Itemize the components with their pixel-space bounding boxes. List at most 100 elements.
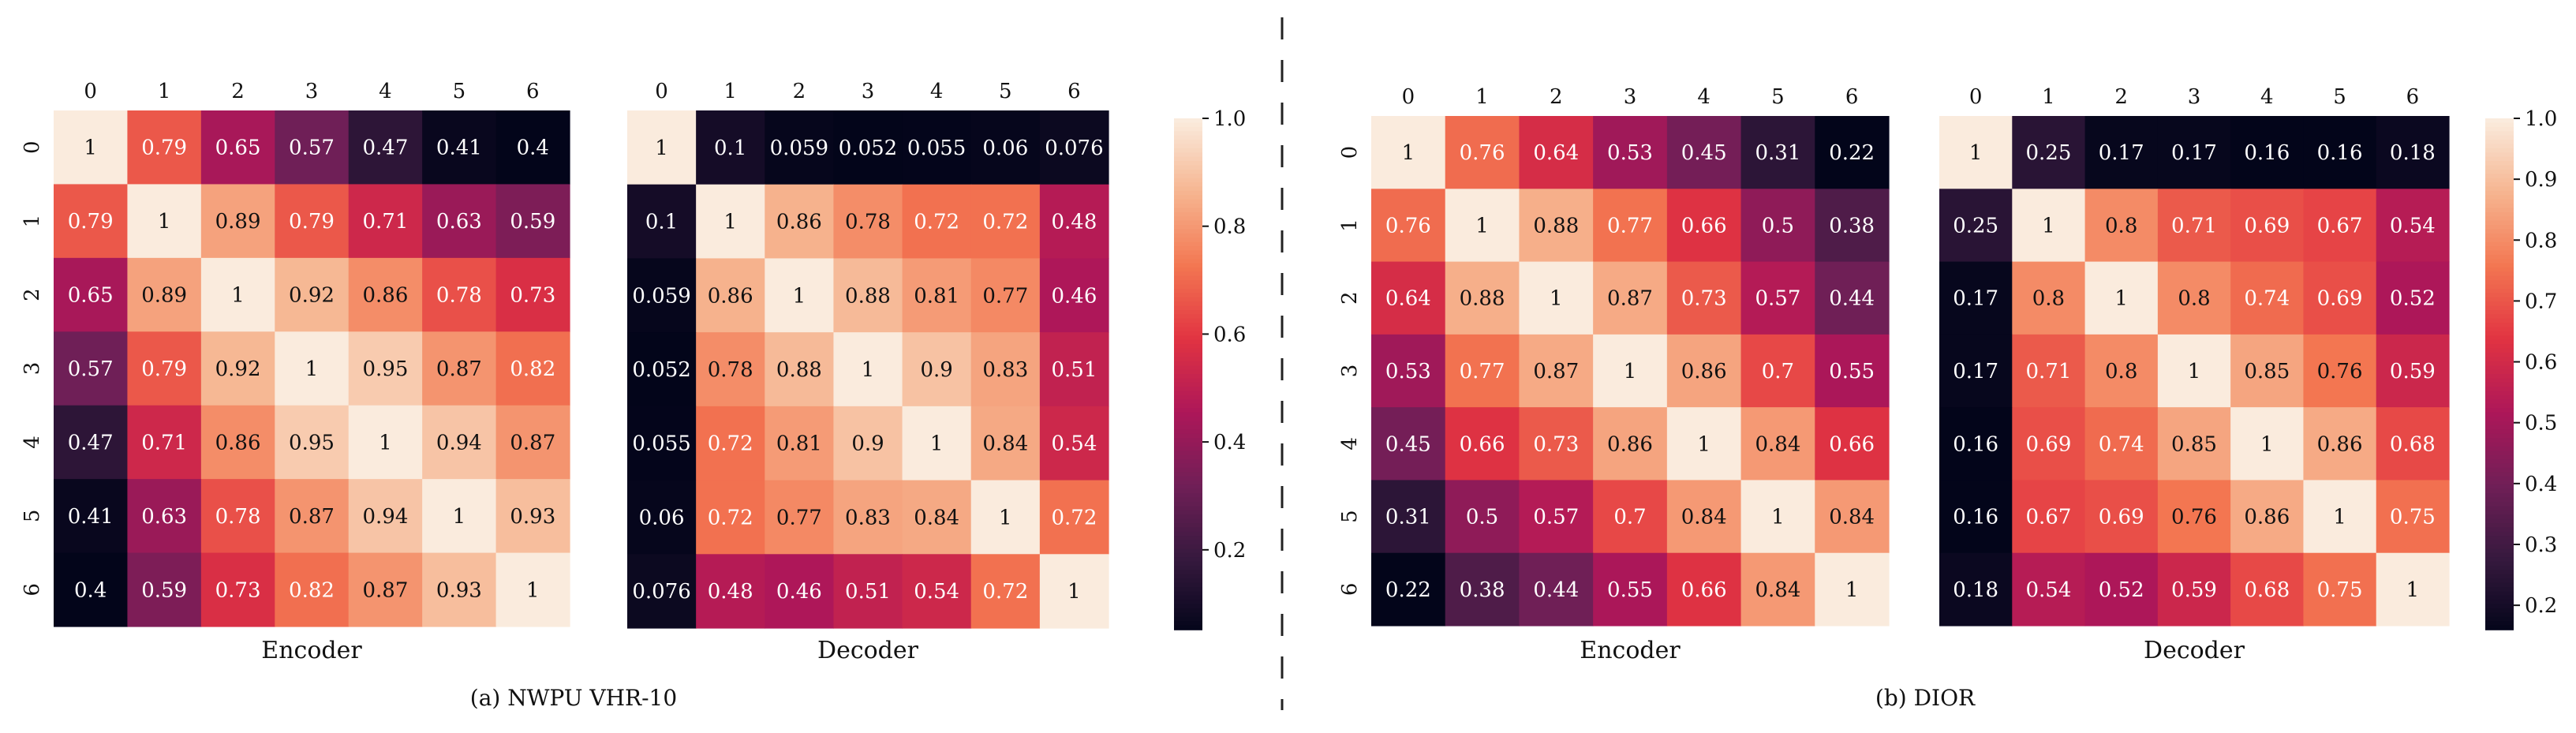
heatmap-cell <box>1593 552 1668 626</box>
heatmap-cell <box>54 257 129 332</box>
cell-value-label: 0.71 <box>141 431 187 454</box>
cell-value-label: 0.47 <box>68 431 114 454</box>
caption-nwpu: (a) NWPU VHR-10 <box>470 685 677 711</box>
cell-value-label: 0.8 <box>2032 287 2065 311</box>
colorbar-segment <box>2485 493 2514 499</box>
heatmap-nwpu-encoder: 1 0.79 0.65 0.57 0.47 0.41 0.40.79 1 0.89 0.79 0.7… <box>21 80 570 664</box>
colorbar-segment <box>2485 182 2514 188</box>
heatmap-cell <box>970 554 1041 629</box>
cell-value-label: 0.81 <box>914 284 959 308</box>
colorbar-segment <box>2485 561 2514 567</box>
colorbar-segment <box>1174 259 1202 264</box>
colorbar-segment <box>1174 335 1202 341</box>
cell-value-label: 0.88 <box>1533 214 1579 237</box>
cell-value-label: 1 <box>1402 141 1415 165</box>
colorbar-segment <box>1174 454 1202 460</box>
cell-value-label: 0.87 <box>289 505 335 529</box>
colorbar-segment <box>2485 357 2514 362</box>
heatmap-cell <box>1593 334 1668 408</box>
colorbar-segment <box>1174 267 1202 273</box>
heatmap-cell <box>1740 261 1815 335</box>
heatmap-cell <box>200 110 275 185</box>
colorbar-segment <box>2485 335 2514 341</box>
colorbar-segment <box>1174 399 1202 405</box>
colorbar-segment <box>2485 169 2514 174</box>
x-axis-label: Encoder <box>261 637 362 664</box>
cell-value-label: 0.48 <box>1051 211 1097 234</box>
colorbar-segment <box>2485 229 2514 234</box>
colorbar-segment <box>2485 178 2514 183</box>
heatmap-cell <box>1445 116 1520 189</box>
colorbar-segment <box>1174 544 1202 550</box>
colorbar-segment <box>1174 493 1202 499</box>
cell-value-label: 0.92 <box>215 357 261 381</box>
colorbar-segment <box>2485 271 2514 277</box>
colorbar-segment <box>2485 587 2514 593</box>
colorbar-segment <box>2485 353 2514 358</box>
heatmap-cell <box>275 552 350 627</box>
cell-value-label: 0.78 <box>215 505 261 529</box>
heatmap-cell <box>627 110 697 185</box>
colorbar-segment <box>2485 527 2514 533</box>
colorbar-segment <box>1174 199 1202 204</box>
cell-value-label: 1 <box>793 284 806 308</box>
heatmap-cell <box>696 332 765 407</box>
colorbar-segment <box>1174 463 1202 469</box>
colorbar-segment <box>2485 237 2514 243</box>
heatmap-cell <box>2303 480 2377 554</box>
colorbar-segment <box>2485 536 2514 541</box>
x-axis-label: Encoder <box>1580 637 1681 664</box>
x-tick-label: 6 <box>1845 85 1859 109</box>
heatmap-cell <box>54 405 129 480</box>
cell-value-label: 0.54 <box>2025 578 2071 602</box>
heatmap-cell <box>1445 407 1520 481</box>
heatmap-cell <box>2303 261 2377 335</box>
colorbar-nwpu: 0.2 0.4 0.6 0.8 1.0 <box>1174 107 1246 630</box>
x-tick-label: 1 <box>723 80 737 103</box>
colorbar-segment <box>2485 280 2514 286</box>
heatmap-cell <box>1939 189 2013 263</box>
colorbar-segment <box>2485 126 2514 132</box>
colorbar-segment <box>2485 186 2514 192</box>
colorbar-tick-label: 0.8 <box>1213 215 1246 239</box>
cell-value-label: 1 <box>1845 578 1859 602</box>
colorbar-segment <box>2485 263 2514 268</box>
colorbar-segment <box>2485 488 2514 494</box>
y-tick-label: 6 <box>1338 583 1362 596</box>
heatmap-cell <box>970 480 1041 555</box>
heatmap-cell <box>2303 116 2377 189</box>
heatmap-cell <box>696 184 765 260</box>
heatmap-cell <box>627 480 697 555</box>
colorbar-segment <box>1174 348 1202 353</box>
cell-value-label: 0.88 <box>845 284 891 308</box>
cell-value-label: 0.38 <box>1460 578 1505 602</box>
colorbar-segment <box>2485 301 2514 307</box>
colorbar-segment <box>1174 229 1202 234</box>
colorbar-segment <box>1174 497 1202 503</box>
cell-value-label: 0.84 <box>1681 506 1727 529</box>
colorbar-tick-label: 0.2 <box>1213 539 1246 563</box>
colorbar-segment <box>2485 552 2514 558</box>
colorbar-segment <box>2485 514 2514 520</box>
x-tick-label: 1 <box>1475 85 1489 109</box>
cell-value-label: 1 <box>1697 432 1710 456</box>
cell-value-label: 0.31 <box>1755 141 1800 165</box>
colorbar-segment <box>1174 357 1202 362</box>
colorbar-segment <box>1174 625 1202 630</box>
cell-value-label: 0.86 <box>362 284 408 308</box>
cell-value-label: 0.16 <box>1953 432 1998 456</box>
heatmap-cell <box>2157 116 2231 189</box>
heatmap-cell <box>902 332 972 407</box>
colorbar-segment <box>1174 301 1202 307</box>
colorbar-segment <box>1174 233 1202 238</box>
x-tick-label: 0 <box>1969 85 1983 109</box>
colorbar-segment <box>1174 293 1202 298</box>
cell-value-label: 1 <box>1969 141 1983 165</box>
cell-value-label: 0.75 <box>2317 578 2363 602</box>
colorbar-tick-label: 0.5 <box>2525 412 2557 436</box>
colorbar-segment <box>2485 344 2514 350</box>
cell-value-label: 0.79 <box>141 137 187 160</box>
heatmap-cell <box>422 110 497 185</box>
cell-value-label: 0.31 <box>1385 506 1431 529</box>
cell-value-label: 0.5 <box>1762 214 1794 237</box>
